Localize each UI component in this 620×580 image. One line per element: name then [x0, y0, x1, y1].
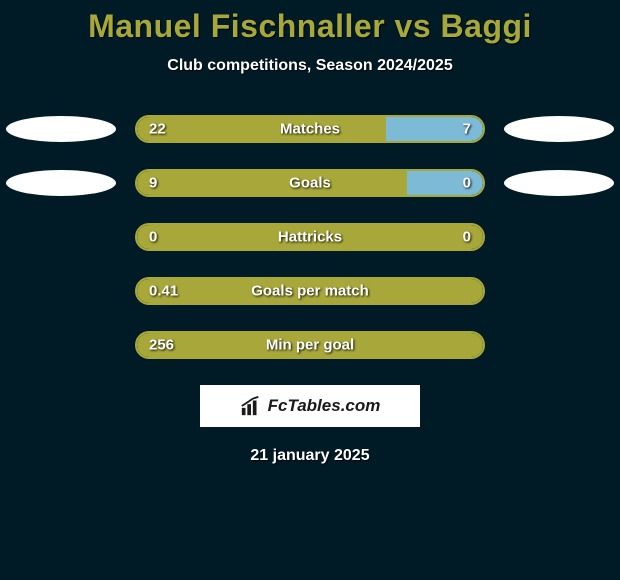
player-left-marker: [6, 116, 116, 142]
stat-bar: 0.41 Goals per match: [135, 277, 485, 305]
page-title: Manuel Fischnaller vs Baggi: [0, 8, 620, 45]
stats-rows: 22 Matches 7 9 Goals 0 0 Hattricks 0 0.41 Goals pe…: [0, 115, 620, 359]
stat-row: 256 Min per goal: [0, 331, 620, 359]
comparison-infographic: Manuel Fischnaller vs Baggi Club competi…: [0, 0, 620, 465]
stat-label: Hattricks: [278, 229, 342, 246]
value-right: 0: [463, 175, 471, 192]
player-left-marker: [6, 170, 116, 196]
stat-label: Min per goal: [266, 337, 354, 354]
bar-chart-icon: [240, 395, 262, 417]
player-right-marker: [504, 116, 614, 142]
value-left: 0.41: [149, 283, 178, 300]
value-left: 0: [149, 229, 157, 246]
bar-segment-right: [407, 171, 483, 195]
logo-box: FcTables.com: [200, 385, 420, 427]
bar-segment-left: [137, 171, 407, 195]
stat-bar: 9 Goals 0: [135, 169, 485, 197]
value-left: 9: [149, 175, 157, 192]
subtitle: Club competitions, Season 2024/2025: [0, 57, 620, 75]
stat-label: Goals per match: [251, 283, 369, 300]
stat-bar: 22 Matches 7: [135, 115, 485, 143]
stat-row: 0 Hattricks 0: [0, 223, 620, 251]
stat-bar: 256 Min per goal: [135, 331, 485, 359]
value-right: 0: [463, 229, 471, 246]
stat-row: 22 Matches 7: [0, 115, 620, 143]
bar-segment-left: [137, 117, 386, 141]
stat-bar: 0 Hattricks 0: [135, 223, 485, 251]
logo-text: FcTables.com: [268, 396, 381, 416]
stat-label: Matches: [280, 121, 340, 138]
date-label: 21 january 2025: [0, 447, 620, 465]
value-left: 22: [149, 121, 166, 138]
stat-row: 9 Goals 0: [0, 169, 620, 197]
player-right-marker: [504, 170, 614, 196]
stat-label: Goals: [289, 175, 331, 192]
stat-row: 0.41 Goals per match: [0, 277, 620, 305]
value-right: 7: [463, 121, 471, 138]
value-left: 256: [149, 337, 174, 354]
